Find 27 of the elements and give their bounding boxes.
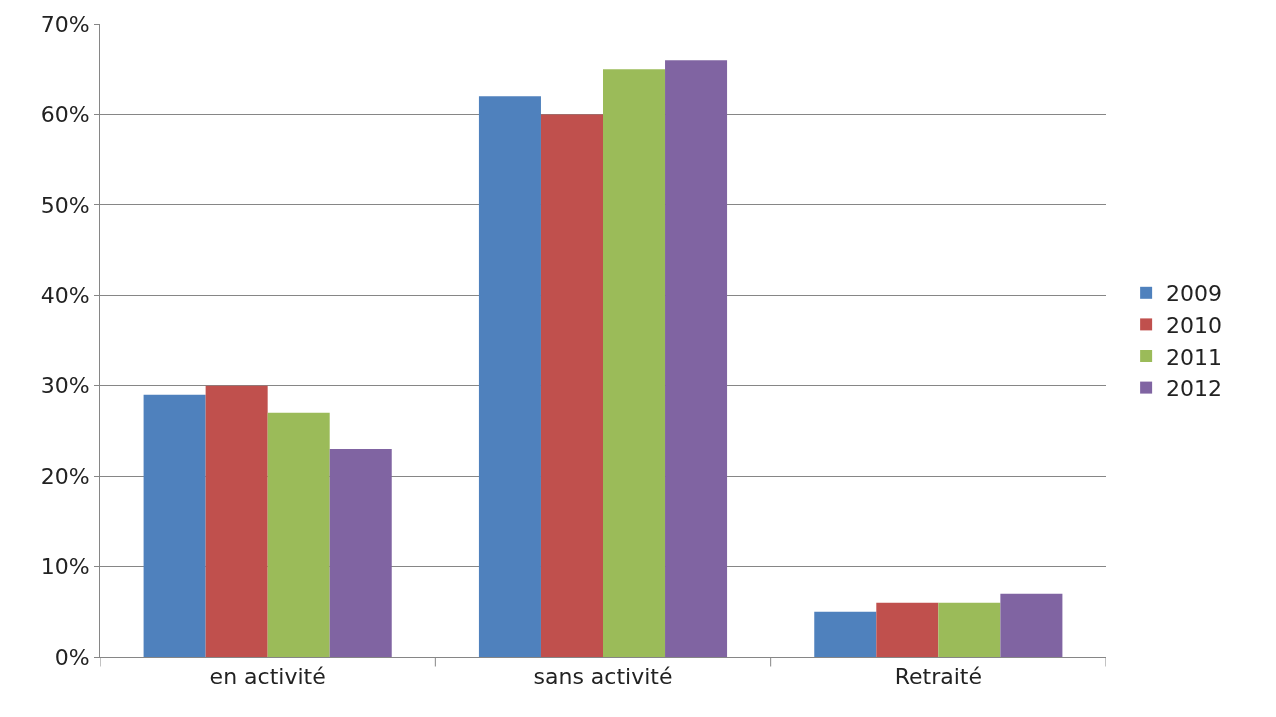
x-tick-label: sans activité (533, 664, 673, 690)
bar (876, 602, 939, 657)
bar (938, 602, 1001, 657)
bar (1000, 593, 1063, 657)
legend-label: 2009 (1166, 281, 1223, 307)
bar (205, 385, 268, 657)
legend-label: 2012 (1166, 376, 1223, 402)
y-tick-label: 70% (40, 11, 90, 37)
y-tick-label: 0% (54, 644, 90, 670)
bar (329, 449, 392, 657)
y-tick-label: 60% (40, 102, 90, 128)
bar (665, 60, 728, 657)
y-tick-label: 50% (40, 192, 90, 218)
bar (814, 611, 877, 657)
y-tick-label: 40% (40, 282, 90, 308)
y-tick-label: 10% (40, 554, 90, 580)
bar (478, 96, 541, 657)
bar (143, 394, 206, 657)
bar (603, 69, 666, 657)
bar (267, 412, 330, 657)
bar (540, 114, 603, 657)
y-tick-label: 20% (40, 463, 90, 489)
legend-label: 2010 (1166, 312, 1223, 338)
x-tick-label: Retraité (894, 664, 982, 690)
x-tick-label: en activité (209, 664, 326, 690)
legend-label: 2011 (1166, 344, 1223, 370)
y-tick-label: 30% (40, 373, 90, 399)
